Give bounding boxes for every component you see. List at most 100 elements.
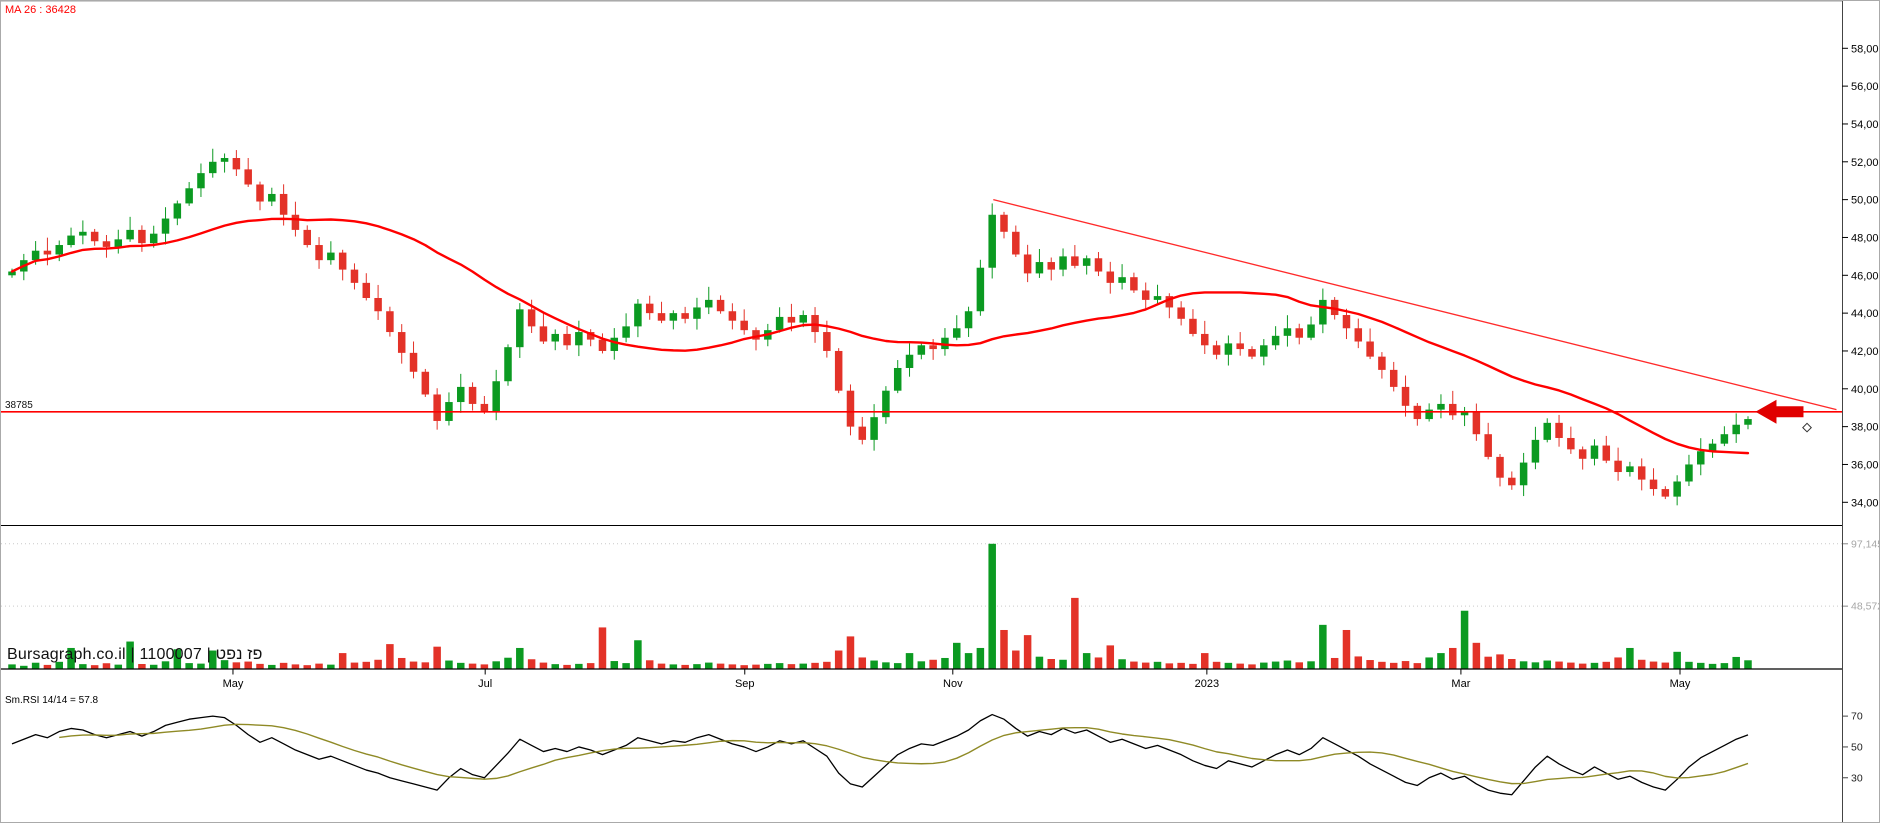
volume-bar [1248,664,1256,669]
candle [209,161,217,174]
volume-bar [622,663,630,669]
candle [1354,328,1363,342]
volume-bar [1271,661,1280,669]
volume-panel[interactable] [8,543,1752,669]
candle [1236,343,1244,350]
volume-bar [149,664,158,669]
volume-bar [1141,662,1150,669]
candle [1082,258,1091,266]
candle [1224,343,1233,355]
candle [953,328,961,338]
volume-bar [173,649,182,669]
candle [705,299,713,308]
volume-bar [539,662,548,669]
volume-bar [1342,629,1351,669]
candle [185,188,193,204]
volume-bar [586,663,595,669]
volume-bar [1720,663,1729,669]
x-axis-label: May [223,678,244,690]
candle [31,250,40,261]
candle [480,403,489,412]
volume-bar [43,664,52,669]
volume-bar [705,662,713,669]
candle [362,282,371,298]
candle [1212,345,1221,355]
x-axis-label: 2023 [1195,678,1219,690]
volume-bar [634,640,642,669]
volume-bar [610,661,619,669]
volume-bar [669,664,678,669]
candle [988,214,996,268]
volume-bar [823,661,831,669]
volume-bar [55,661,63,669]
candle [1508,477,1516,486]
y-axis-tick-label: 56,000 [1851,81,1880,93]
volume-bar [1165,663,1174,669]
candle [527,309,536,327]
volume-bar [386,644,394,669]
candle [1248,349,1256,357]
volume-bar [1071,597,1079,669]
candle [976,267,985,312]
volume-bar [468,663,477,669]
volume-bar [1330,657,1339,669]
volume-bar [1319,624,1327,669]
candle [1531,439,1540,463]
volume-bar [1425,657,1433,669]
candle [492,381,500,412]
candle [905,354,914,368]
volume-bar [209,650,217,669]
volume-bar [882,662,890,669]
volume-bar [929,659,937,669]
x-axis-label: Nov [943,678,963,690]
candle [173,203,182,219]
candle [1366,341,1374,357]
volume-bar [1685,661,1693,669]
candle [327,252,335,261]
volume-bar [1201,653,1209,669]
candle [433,394,441,421]
volume-bar [1401,661,1410,669]
volume-bar [1708,663,1717,669]
ma-indicator-label: MA 26 : 36428 [5,4,76,16]
volume-bar [1023,635,1032,669]
volume-bar [114,664,123,669]
last-price-marker [1802,422,1812,433]
candle [468,386,477,404]
volume-bar [764,663,772,669]
candle [1271,335,1280,346]
price-level-label: 38785 [3,399,35,411]
volume-bar [220,660,229,669]
volume-bar [1496,654,1504,669]
candle [787,316,796,323]
volume-bar [1413,663,1422,669]
volume-bar [598,627,607,669]
candle [657,313,666,321]
rsi-panel[interactable] [1,1,1842,796]
candle [1744,419,1752,425]
candle [740,320,748,331]
price-panel[interactable] [1,148,1842,506]
volume-bar [20,665,28,669]
price-arrow-icon [1755,399,1804,424]
candle [1602,445,1611,461]
candle [291,214,300,230]
candle [1071,256,1079,266]
y-axis-tick-label: 50,000 [1851,195,1880,207]
y-axis-tick-label: 36,000 [1851,459,1880,471]
candle [1330,299,1339,316]
volume-bar [905,653,914,669]
volume-bar [445,660,453,669]
candle [90,231,99,242]
candle [315,245,323,261]
volume-bar [964,653,973,669]
volume-bar [1236,663,1244,669]
candle [929,345,937,350]
y-axis-tick-label: 46,000 [1851,270,1880,282]
candle [1342,315,1351,329]
candle [1118,277,1126,283]
volume-bar [492,661,500,669]
volume-bar [1094,657,1103,669]
volume-bar [1602,661,1611,669]
